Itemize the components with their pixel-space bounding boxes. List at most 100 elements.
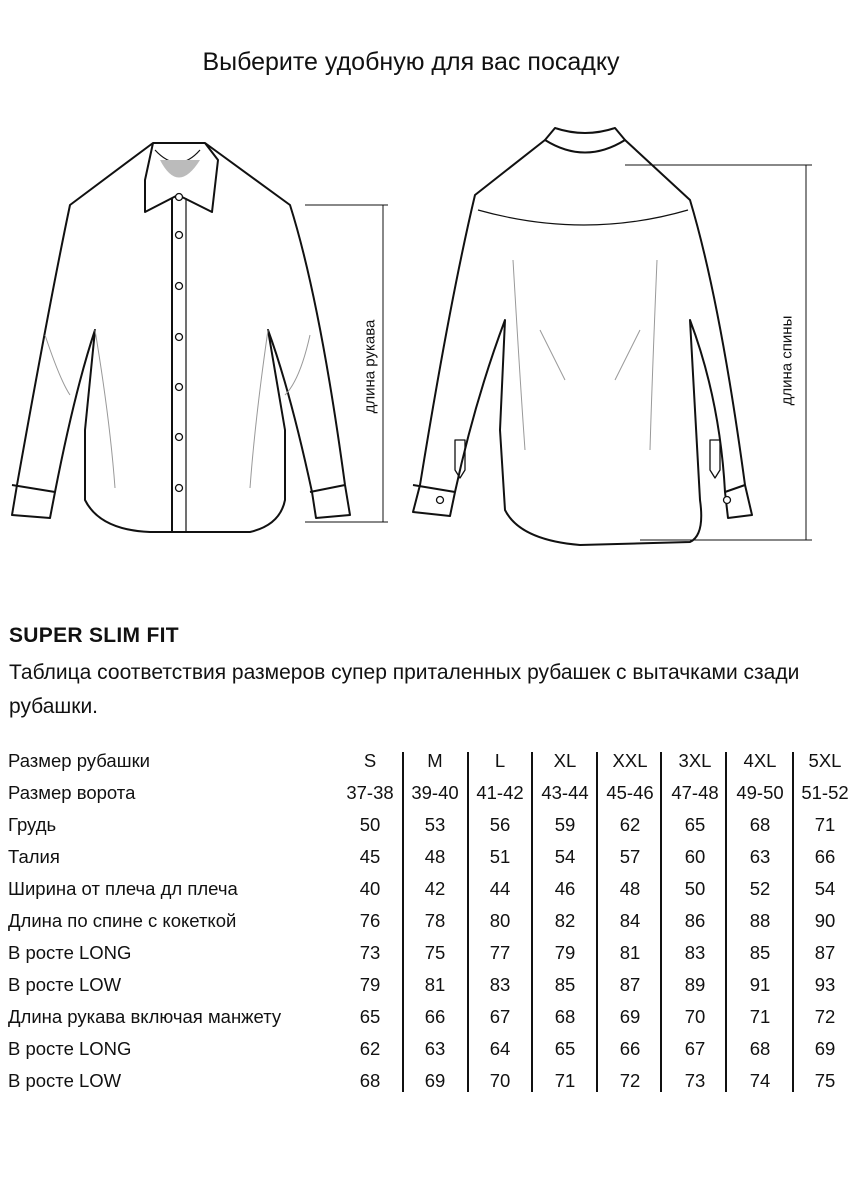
table-cell: 62 <box>619 814 641 835</box>
table-cell: 78 <box>424 910 446 931</box>
table-cell: 60 <box>684 846 706 867</box>
row-label: Грудь <box>8 814 57 835</box>
table-cell: 67 <box>489 1006 511 1027</box>
table-cell: 87 <box>814 942 836 963</box>
table-cell: 56 <box>489 814 511 835</box>
table-cell: 73 <box>359 942 381 963</box>
table-cell: 65 <box>684 814 706 835</box>
table-cell: 46 <box>554 878 576 899</box>
column-divider <box>792 752 794 1092</box>
table-cell: 65 <box>359 1006 381 1027</box>
table-cell: 69 <box>814 1038 836 1059</box>
table-cell: 41-42 <box>476 782 524 803</box>
table-cell: 49-50 <box>736 782 784 803</box>
table-cell: 81 <box>424 974 446 995</box>
table-cell: 90 <box>814 910 836 931</box>
row-label: Длина по спине с кокеткой <box>8 910 237 931</box>
page-title: Выберите удобную для вас посадку <box>202 48 620 76</box>
column-divider <box>402 752 404 1092</box>
table-description: Таблица соответствия размеров супер прит… <box>9 661 800 718</box>
row-label: Ширина от плеча дл плеча <box>8 878 238 899</box>
column-divider <box>725 752 727 1092</box>
table-cell: 85 <box>554 974 576 995</box>
size-header-5: 3XL <box>678 750 712 771</box>
table-cell: 63 <box>749 846 771 867</box>
row-label: Талия <box>8 846 60 867</box>
size-header-6: 4XL <box>743 750 777 771</box>
table-cell: 91 <box>749 974 771 995</box>
table-cell: 65 <box>554 1038 576 1059</box>
table-cell: 93 <box>814 974 836 995</box>
table-cell: 42 <box>424 878 446 899</box>
column-divider <box>660 752 662 1092</box>
table-cell: 69 <box>424 1070 446 1091</box>
table-cell: 45-46 <box>606 782 654 803</box>
table-cell: 77 <box>489 942 511 963</box>
table-cell: 50 <box>684 878 706 899</box>
table-cell: 69 <box>619 1006 641 1027</box>
size-header-7: 5XL <box>808 750 842 771</box>
table-cell: 88 <box>749 910 771 931</box>
table-cell: 66 <box>814 846 836 867</box>
table-cell: 68 <box>749 1038 771 1059</box>
table-cell: 80 <box>489 910 511 931</box>
table-cell: 72 <box>619 1070 641 1091</box>
table-cell: 89 <box>684 974 706 995</box>
size-header-4: XXL <box>612 750 648 771</box>
table-cell: 85 <box>749 942 771 963</box>
shirt-diagrams <box>11 127 812 546</box>
table-cell: 81 <box>619 942 641 963</box>
table-cell: 79 <box>554 942 576 963</box>
table-cell: 63 <box>424 1038 446 1059</box>
table-cell: 53 <box>424 814 446 835</box>
table-cell: 76 <box>359 910 381 931</box>
size-header-0: S <box>363 750 377 771</box>
size-header-3: XL <box>553 750 577 771</box>
table-cell: 83 <box>684 942 706 963</box>
column-divider <box>467 752 469 1092</box>
row-label: Длина рукава включая манжету <box>8 1006 282 1027</box>
table-cell: 52 <box>749 878 771 899</box>
table-cell: 75 <box>424 942 446 963</box>
table-cell: 74 <box>749 1070 771 1091</box>
sleeve-length-label: длина рукава <box>361 319 379 414</box>
table-cell: 68 <box>359 1070 381 1091</box>
table-cell: 82 <box>554 910 576 931</box>
table-cell: 66 <box>424 1006 446 1027</box>
table-cell: 51 <box>489 846 511 867</box>
row-label: В росте LONG <box>8 942 132 963</box>
table-cell: 71 <box>554 1070 576 1091</box>
table-cell: 54 <box>554 846 576 867</box>
table-cell: 64 <box>489 1038 511 1059</box>
back-length-measure <box>625 164 812 541</box>
size-header-2: L <box>494 750 506 771</box>
back-shirt-illustration <box>412 127 812 546</box>
table-cell: 51-52 <box>801 782 849 803</box>
front-shirt-illustration <box>11 142 388 533</box>
table-cell: 50 <box>359 814 381 835</box>
table-cell: 83 <box>489 974 511 995</box>
back-length-label: длина спины <box>778 315 796 406</box>
table-cell: 44 <box>489 878 511 899</box>
table-cell: 70 <box>684 1006 706 1027</box>
table-cell: 62 <box>359 1038 381 1059</box>
size-header-label: Размер рубашки <box>8 750 150 771</box>
row-label: В росте LOW <box>8 974 122 995</box>
table-cell: 40 <box>359 878 381 899</box>
table-cell: 39-40 <box>411 782 459 803</box>
column-divider <box>531 752 533 1092</box>
table-cell: 66 <box>619 1038 641 1059</box>
table-cell: 72 <box>814 1006 836 1027</box>
table-cell: 67 <box>684 1038 706 1059</box>
row-label: Размер ворота <box>8 782 136 803</box>
size-header-1: M <box>427 750 443 771</box>
table-cell: 84 <box>619 910 641 931</box>
table-cell: 45 <box>359 846 381 867</box>
table-cell: 68 <box>554 1006 576 1027</box>
table-cell: 57 <box>619 846 641 867</box>
table-cell: 59 <box>554 814 576 835</box>
table-cell: 47-48 <box>671 782 719 803</box>
table-cell: 37-38 <box>346 782 394 803</box>
table-cell: 79 <box>359 974 381 995</box>
table-cell: 48 <box>619 878 641 899</box>
